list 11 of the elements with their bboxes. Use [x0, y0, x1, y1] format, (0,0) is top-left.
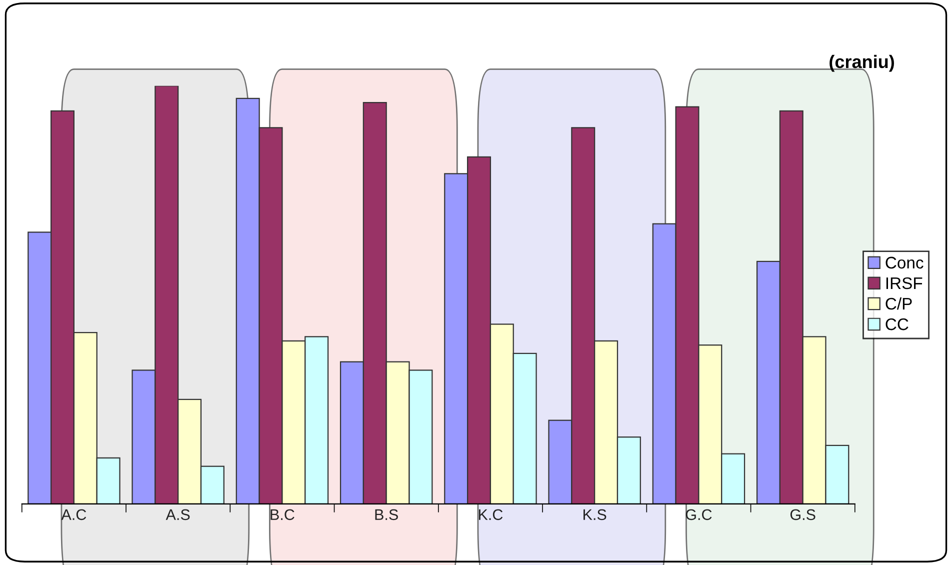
chart-title: (craniu) [830, 54, 894, 72]
legend-label: CC [886, 318, 908, 330]
x-tick-label: B.C [270, 509, 294, 520]
x-tick-label: G.S [790, 509, 816, 520]
x-tick-label: K.C [478, 509, 503, 520]
x-tick-label: A.S [166, 509, 190, 520]
x-tick-label: B.S [375, 509, 398, 520]
legend-label: C/P [886, 297, 912, 310]
legend-label: Conc [886, 256, 924, 269]
legend-label: IRSF [886, 277, 922, 290]
x-tick-label: K.S [584, 509, 606, 520]
